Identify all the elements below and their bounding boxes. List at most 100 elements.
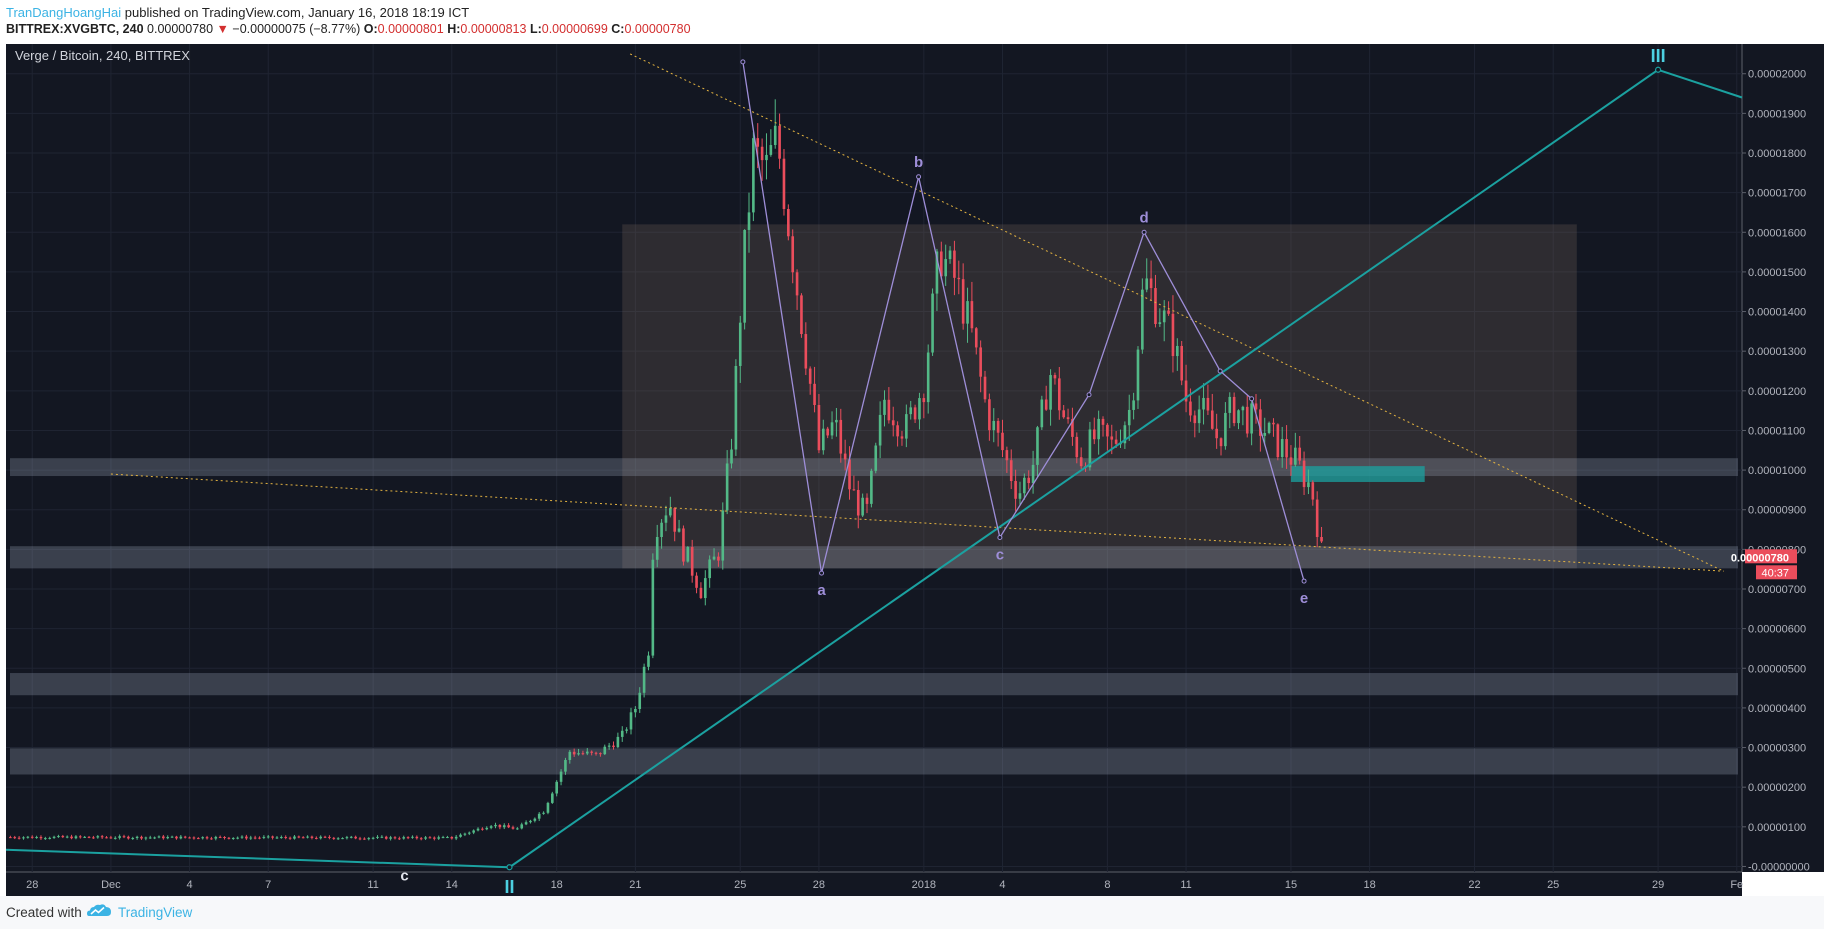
- band-zone: [10, 673, 1738, 696]
- last-price: 0.00000780: [147, 22, 214, 36]
- candle-body: [778, 125, 781, 159]
- candle-body: [358, 838, 362, 840]
- candle-body: [1088, 429, 1092, 468]
- candle-body: [808, 368, 812, 384]
- y-tick-label: 0.00001300: [1748, 346, 1806, 358]
- candle-body: [376, 836, 379, 838]
- channel-line: [1657, 68, 1743, 99]
- candle-body: [537, 813, 541, 819]
- candle-body: [603, 746, 607, 755]
- candle-body: [384, 836, 388, 839]
- candle-body: [22, 837, 25, 839]
- price-axis[interactable]: [1742, 44, 1824, 872]
- candle-body: [188, 837, 191, 839]
- band-zone: [10, 546, 1738, 569]
- y-tick-label: 0.00000600: [1748, 624, 1806, 636]
- candle-body: [996, 420, 1000, 433]
- candle-body: [957, 277, 961, 280]
- candle-body: [953, 250, 956, 278]
- candle-body: [795, 272, 799, 296]
- candle-body: [865, 497, 869, 504]
- candle-body: [1219, 438, 1223, 447]
- candle-body: [555, 781, 559, 794]
- candle-body: [472, 830, 475, 833]
- candle-body: [363, 838, 366, 840]
- candle-body: [1250, 403, 1253, 434]
- candle-body: [1141, 289, 1144, 350]
- open-label: O:: [363, 22, 378, 36]
- band-zone: [10, 458, 1738, 477]
- candle-body: [367, 838, 371, 840]
- candle-body: [245, 836, 248, 839]
- candle-body: [196, 838, 200, 840]
- wave-label-early: III: [1651, 46, 1666, 66]
- candle-body: [1127, 409, 1131, 426]
- candle-body: [380, 836, 384, 838]
- candle-body: [620, 730, 624, 737]
- candle-body: [135, 836, 139, 839]
- candle-body: [433, 837, 436, 839]
- candle-body: [127, 836, 130, 839]
- candle-body: [306, 836, 309, 838]
- candle-body: [1202, 397, 1205, 410]
- candle-body: [931, 293, 934, 353]
- low-label: L:: [529, 22, 542, 36]
- countdown-label: 40:37: [1761, 567, 1789, 579]
- tradingview-brand-link[interactable]: TradingView: [118, 905, 193, 920]
- candle-body: [284, 837, 288, 839]
- candle-body: [498, 824, 502, 828]
- candle-body: [428, 837, 432, 839]
- candle-body: [153, 837, 156, 839]
- candle-body: [26, 836, 30, 838]
- candle-body: [551, 793, 554, 803]
- candle-body: [1167, 310, 1170, 314]
- x-tick-label: 28: [26, 879, 38, 891]
- candle-body: [905, 414, 908, 439]
- high-label: H:: [447, 22, 461, 36]
- candle-body: [122, 836, 126, 838]
- candle-body: [655, 536, 659, 560]
- candle-body: [712, 556, 716, 560]
- candle-body: [813, 383, 816, 406]
- candle-body: [616, 736, 620, 748]
- candle-body: [533, 818, 537, 821]
- channel-line: [5, 848, 510, 869]
- y-tick-label: 0.00000700: [1748, 584, 1806, 596]
- candle-body: [1075, 436, 1079, 458]
- candle-body: [848, 459, 851, 490]
- candle-body: [1036, 427, 1039, 465]
- candle-body: [542, 812, 545, 814]
- candle-body: [1154, 288, 1157, 325]
- candle-body: [1320, 536, 1323, 542]
- y-tick-label: 0.00001500: [1748, 267, 1806, 279]
- y-tick-label: 0.00000900: [1748, 505, 1806, 517]
- candle-body: [939, 251, 943, 277]
- candle-body: [9, 837, 12, 839]
- x-tick-label: 25: [1547, 879, 1559, 891]
- candle-body: [162, 836, 165, 839]
- candle-body: [966, 301, 969, 324]
- y-tick-label: 0.00001900: [1748, 108, 1806, 120]
- y-tick-label: -0.00000000: [1748, 861, 1810, 873]
- candle-body: [411, 836, 414, 838]
- candle-body: [1237, 410, 1240, 424]
- candle-body: [747, 212, 751, 230]
- candle-body: [974, 328, 978, 348]
- time-axis[interactable]: [6, 872, 1742, 896]
- pivot-point: [506, 864, 513, 871]
- candle-body: [787, 209, 790, 237]
- candle-body: [297, 836, 301, 838]
- candle-body: [861, 497, 864, 516]
- candle-body: [572, 751, 576, 755]
- created-with-text: Created with: [6, 905, 82, 920]
- x-tick-label: 8: [1104, 879, 1110, 891]
- candle-body: [109, 837, 113, 839]
- candle-body: [1158, 322, 1162, 325]
- candle-body: [463, 833, 467, 835]
- x-tick-label: Fe: [1730, 879, 1743, 891]
- author-link[interactable]: TranDangHoangHai: [6, 5, 122, 20]
- candle-body: [1001, 432, 1004, 451]
- wave-label-e: e: [1300, 590, 1308, 607]
